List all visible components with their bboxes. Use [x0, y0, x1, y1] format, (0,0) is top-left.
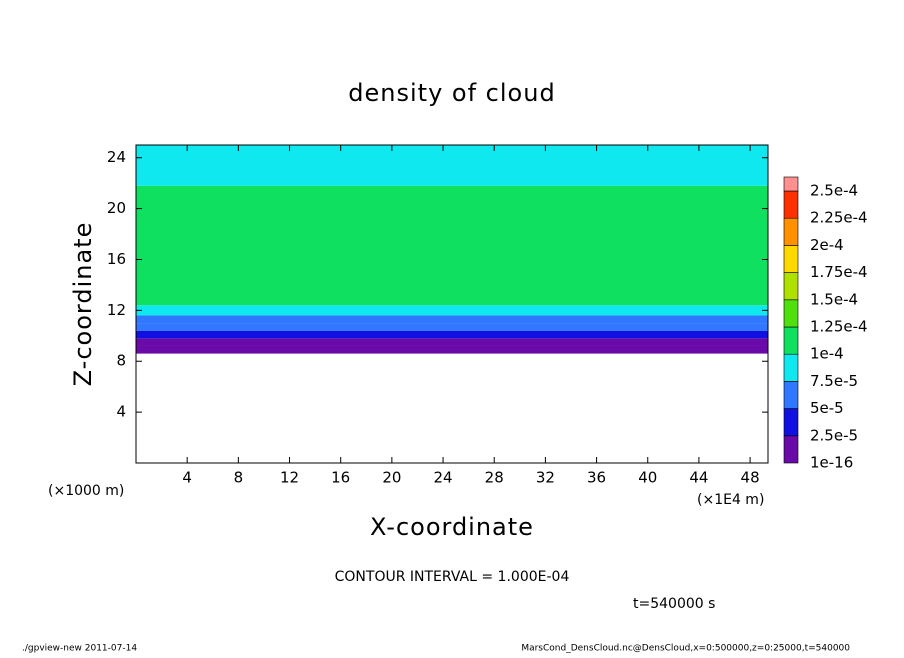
chart-title: density of cloud [348, 79, 555, 107]
colorbar-box [783, 408, 799, 437]
field-cell [136, 330, 768, 339]
colorbar-label: 1.25e-4 [810, 318, 868, 336]
x-tick-label: 32 [536, 469, 555, 487]
colorbar-box [783, 353, 799, 382]
colorbar-box [783, 272, 799, 301]
colorbar-box [783, 190, 799, 219]
colorbar-label: 1.75e-4 [810, 263, 868, 281]
field-cell [136, 185, 768, 306]
colorbar-label: 1e-16 [810, 454, 853, 472]
x-unit-right: (×1E4 m) [697, 492, 764, 508]
x-tick-label: 4 [182, 469, 192, 487]
plot-frame [135, 144, 769, 464]
y-tick-label: 16 [107, 250, 126, 268]
x-tick-label: 24 [433, 469, 452, 487]
field-cell [136, 323, 768, 331]
x-tick-label: 8 [234, 469, 244, 487]
y-tick-label: 24 [107, 148, 126, 166]
colorbar-box [783, 245, 799, 273]
x-tick-label: 12 [280, 469, 299, 487]
x-tick-label: 48 [741, 469, 760, 487]
time-label: t=540000 s [633, 596, 715, 612]
colorbar-box [783, 217, 799, 246]
colorbar-label: 2e-4 [810, 236, 844, 254]
x-tick-label: 36 [587, 469, 606, 487]
colorbar-box [783, 176, 799, 192]
field-cell [136, 305, 768, 316]
y-tick-label: 12 [107, 301, 126, 319]
colorbar-label: 7.5e-5 [810, 372, 858, 390]
field-cell [136, 338, 768, 346]
x-tick-label: 40 [638, 469, 657, 487]
colorbar-box [783, 326, 799, 355]
field-cell [136, 345, 768, 354]
footer-left: ./gpview-new 2011-07-14 [22, 644, 137, 654]
colorbar-label: 1e-4 [810, 345, 844, 363]
colorbar-label: 2.5e-4 [810, 182, 858, 200]
y-tick-label: 4 [116, 403, 126, 421]
x-tick-label: 44 [689, 469, 708, 487]
x-tick-label: 20 [382, 469, 401, 487]
colorbar-box [783, 299, 799, 328]
field-cell [136, 145, 768, 186]
footer-right: MarsCond_DensCloud.nc@DensCloud,x=0:5000… [521, 644, 850, 654]
y-axis-label: Z-coordinate [69, 222, 97, 387]
colorbar-label: 1.5e-4 [810, 290, 858, 308]
x-tick-label: 28 [485, 469, 504, 487]
colorbar-label: 5e-5 [810, 399, 844, 417]
x-tick-label: 16 [331, 469, 350, 487]
x-axis-label: X-coordinate [370, 513, 534, 541]
y-tick-label: 8 [116, 352, 126, 370]
x-unit-left: (×1000 m) [48, 483, 124, 499]
colorbar-box [783, 381, 799, 409]
colorbar-label: 2.5e-5 [810, 426, 858, 444]
contour-interval: CONTOUR INTERVAL = 1.000E-04 [335, 569, 570, 585]
colorbar-label: 2.25e-4 [810, 209, 868, 227]
y-tick-label: 20 [107, 199, 126, 217]
colorbar-box [783, 435, 799, 464]
field-cell [136, 315, 768, 324]
